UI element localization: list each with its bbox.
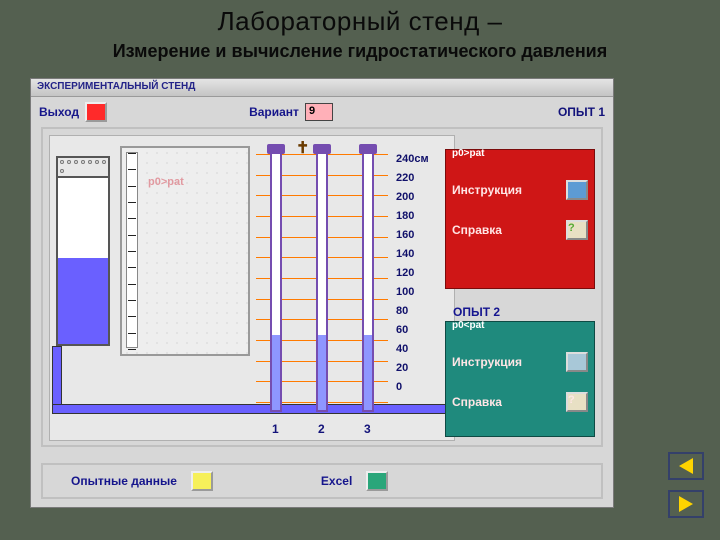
opyt1-help-label: Справка [452, 223, 502, 237]
nav-arrows [668, 452, 704, 518]
excel-label: Excel [321, 474, 352, 488]
panel-opyt1: ОПЫТ 1 p0>pat Инструкция Справка ? [445, 131, 595, 293]
footer-bar: Опытные данные Excel [41, 463, 603, 499]
scale-label: 140 [396, 245, 429, 264]
nav-prev-button[interactable] [668, 452, 704, 480]
opyt1-instruction-button[interactable] [566, 180, 588, 200]
opyt2-header: ОПЫТ 2 [445, 303, 595, 321]
manometer-tube [362, 148, 374, 412]
scale-label: 200 [396, 188, 429, 207]
experimental-data-label: Опытные данные [71, 474, 177, 488]
tank-cap [56, 156, 110, 178]
scale-label: 240см [396, 150, 429, 169]
manometer-tube [270, 148, 282, 412]
nav-next-button[interactable] [668, 490, 704, 518]
tube-cap [267, 144, 285, 154]
tank-fill [58, 258, 108, 344]
scale-label: 120 [396, 264, 429, 283]
experimental-data-button[interactable] [191, 471, 213, 491]
opyt1-help-button[interactable]: ? [566, 220, 588, 240]
manometer-area: 240см220200180160140120100806040200 ✝ 12… [256, 142, 452, 438]
reservoir-tank [56, 176, 110, 346]
manometer-tube [316, 148, 328, 412]
tube-cap [313, 144, 331, 154]
slide-title: Лабораторный стенд – [0, 0, 720, 37]
pipe-vertical [52, 346, 62, 406]
panel-opyt2: ОПЫТ 2 p0<pat Инструкция Справка ? [445, 303, 595, 441]
slide-subtitle: Измерение и вычисление гидростатического… [0, 37, 720, 68]
opyt1-toolbar-label: ОПЫТ 1 [558, 105, 605, 119]
scale-label: 100 [396, 283, 429, 302]
scale-label: 80 [396, 302, 429, 321]
tube-cap [359, 144, 377, 154]
variant-value: 9 [305, 103, 333, 121]
excel-button[interactable] [366, 471, 388, 491]
opyt2-box: p0<pat Инструкция Справка ? [445, 321, 595, 437]
speckle-label: p0>pat [148, 176, 184, 188]
tube-number: 3 [364, 422, 371, 436]
arrow-right-icon [679, 496, 693, 512]
tube-number: 2 [318, 422, 325, 436]
scale-label: 20 [396, 359, 429, 378]
opyt2-help-label: Справка [452, 395, 502, 409]
opyt2-instruction-label: Инструкция [452, 355, 522, 369]
ruler [126, 152, 138, 348]
arrow-left-icon [679, 458, 693, 474]
toolbar: Выход Вариант 9 ОПЫТ 1 [31, 97, 613, 127]
app-window: ЭКСПЕРИМЕНТАЛЬНЫЙ СТЕНД Выход Вариант 9 … [30, 78, 614, 508]
scale-label: 0 [396, 378, 429, 397]
window-titlebar: ЭКСПЕРИМЕНТАЛЬНЫЙ СТЕНД [31, 79, 613, 97]
opyt2-instruction-button[interactable] [566, 352, 588, 372]
scale-label: 60 [396, 321, 429, 340]
opyt1-box: p0>pat Инструкция Справка ? [445, 149, 595, 289]
scale-label: 40 [396, 340, 429, 359]
tube-number: 1 [272, 422, 279, 436]
exit-label: Выход [39, 105, 79, 119]
scale-label: 220 [396, 169, 429, 188]
speckle-chamber: p0>pat [120, 146, 250, 356]
opyt1-instruction-label: Инструкция [452, 183, 522, 197]
workspace: p0>pat 240см2202001801601401201008060402… [41, 127, 603, 447]
scale-labels: 240см220200180160140120100806040200 [396, 150, 429, 397]
scale-label: 160 [396, 226, 429, 245]
opyt2-help-button[interactable]: ? [566, 392, 588, 412]
scale-label: 180 [396, 207, 429, 226]
opyt2-tag: p0<pat [452, 320, 485, 331]
variant-label: Вариант [249, 105, 299, 119]
opyt1-tag: p0>pat [452, 148, 485, 159]
exit-button[interactable] [85, 102, 107, 122]
rig-area: p0>pat 240см2202001801601401201008060402… [49, 135, 455, 441]
valve-icon: ✝ [296, 138, 309, 158]
